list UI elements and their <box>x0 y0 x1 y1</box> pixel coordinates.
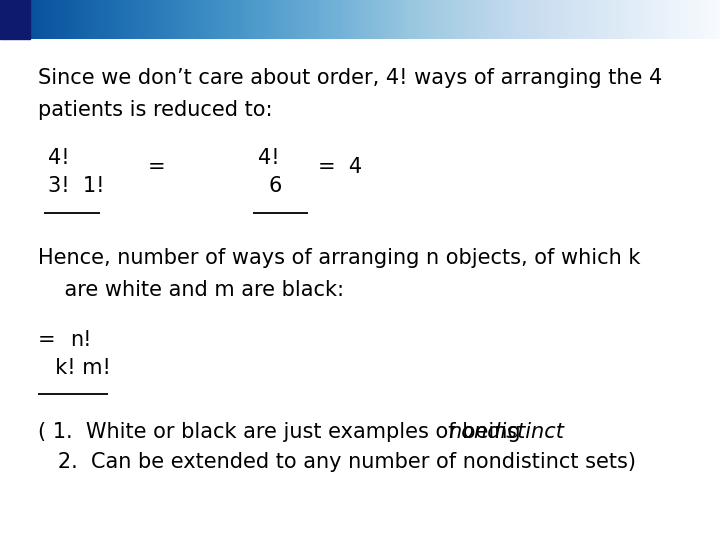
Text: n!: n! <box>70 330 91 350</box>
Text: 2.  Can be extended to any number of nondistinct sets): 2. Can be extended to any number of nond… <box>38 452 636 472</box>
Text: 3!  1!: 3! 1! <box>48 176 104 196</box>
Text: Since we don’t care about order, 4! ways of arranging the 4: Since we don’t care about order, 4! ways… <box>38 68 662 88</box>
Text: =: = <box>148 157 166 177</box>
Text: =  4: = 4 <box>318 157 362 177</box>
Bar <box>0 0 30 39</box>
Text: k! m!: k! m! <box>42 358 111 378</box>
Text: nondistinct: nondistinct <box>448 422 564 442</box>
Text: patients is reduced to:: patients is reduced to: <box>38 100 272 120</box>
Text: ( 1.  White or black are just examples of being: ( 1. White or black are just examples of… <box>38 422 527 442</box>
Text: 4!: 4! <box>258 148 279 168</box>
Text: 4!: 4! <box>48 148 70 168</box>
Text: =: = <box>38 330 62 350</box>
Text: Hence, number of ways of arranging n objects, of which k: Hence, number of ways of arranging n obj… <box>38 248 640 268</box>
Text: 6: 6 <box>268 176 282 196</box>
Text: are white and m are black:: are white and m are black: <box>38 280 344 300</box>
